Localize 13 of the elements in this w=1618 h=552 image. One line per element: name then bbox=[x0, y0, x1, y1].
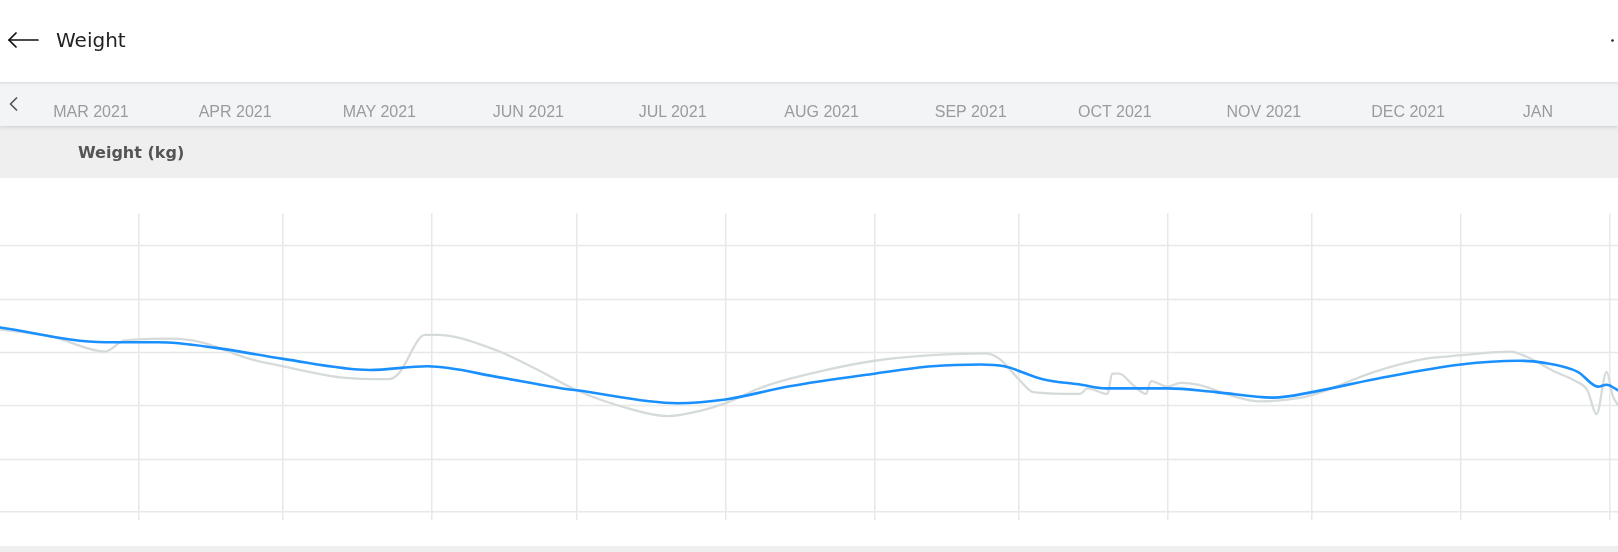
x-tick-label: MAY 2021 bbox=[342, 103, 417, 121]
chart-title: Weight bbox=[56, 28, 126, 52]
x-tick-label: JUN 2021 bbox=[492, 103, 565, 121]
x-tick-label: DEC 2021 bbox=[1371, 103, 1446, 121]
x-tick-label: MAR 2021 bbox=[53, 103, 129, 121]
y-axis-title: Weight (kg) bbox=[78, 142, 185, 162]
x-tick-label: APR 2021 bbox=[198, 103, 272, 121]
x-tick-label: OCT 2021 bbox=[1078, 103, 1152, 121]
x-tick-label: AUG 2021 bbox=[784, 103, 860, 121]
x-tick-label: NOV 2021 bbox=[1226, 103, 1302, 121]
x-tick-label: JUL 2021 bbox=[638, 103, 707, 121]
x-tick-label: JAN bbox=[1522, 103, 1553, 121]
x-tick-label: SEP 2021 bbox=[934, 103, 1007, 121]
